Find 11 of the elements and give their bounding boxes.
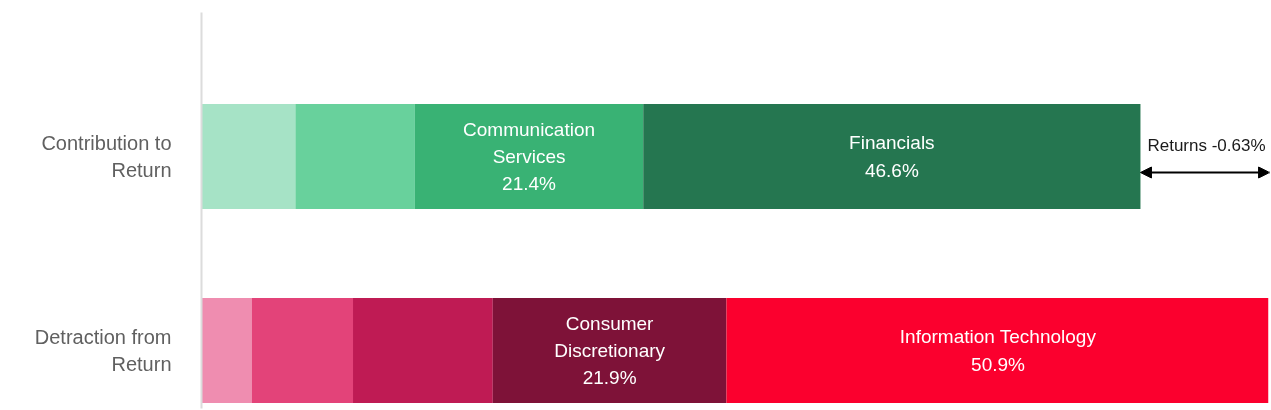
series-label: Communication Services [463,118,596,167]
y-tick-label: Contribution to Return [41,132,172,181]
data-label: 21.9% [582,367,637,389]
data-label: 21.4% [502,173,557,195]
series-label: Financials [849,132,935,154]
y-tick-label: Detraction from Return [34,326,172,375]
annotation: Returns -0.63% [1147,136,1266,155]
data-label: 50.9% [971,353,1026,375]
series-label: Information Technology [899,326,1097,348]
data-label: 46.6% [864,159,919,181]
series-label: Consumer Discretionary [554,312,666,361]
